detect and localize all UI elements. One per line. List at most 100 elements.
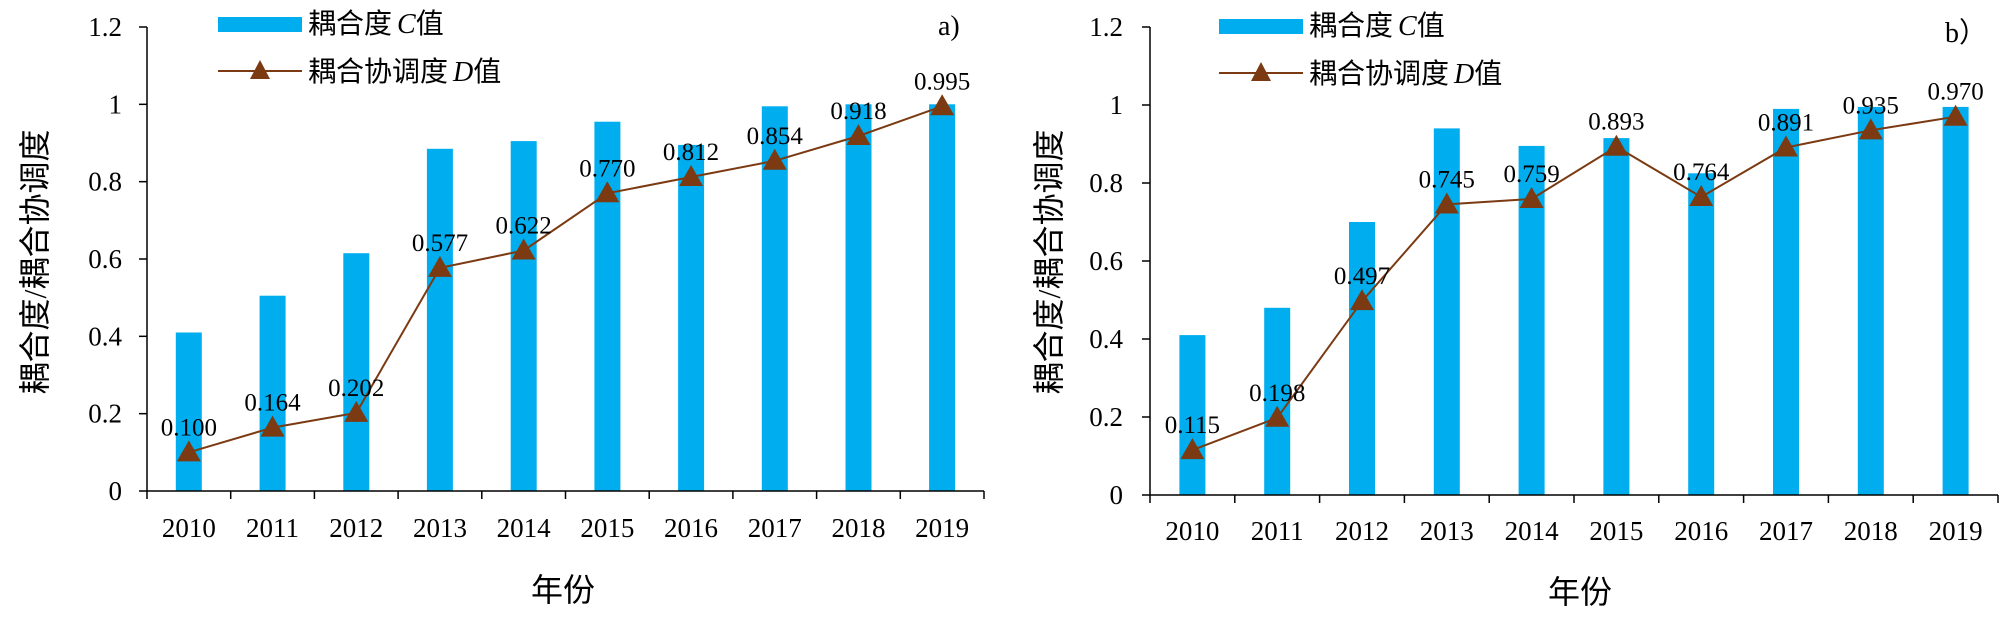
panel-b: 00.20.40.60.811.2 2010 2011 2012 2013 2014 20… xyxy=(1031,10,1999,610)
marker-2019 xyxy=(930,94,955,116)
x-tick-label: 2012 xyxy=(329,513,383,543)
panel-b-x-ticks: 2010 2011 2012 2013 2014 2015 2016 2017 2018 2019 xyxy=(1149,495,1999,546)
y-tick-label: 0.6 xyxy=(88,244,122,274)
value-label-2013: 0.577 xyxy=(412,230,468,257)
x-tick-label: 2017 xyxy=(1759,516,1813,546)
value-label-2014: 0.759 xyxy=(1503,161,1559,188)
x-tick-label: 2010 xyxy=(162,513,216,543)
x-tick-label: 2016 xyxy=(1674,516,1728,546)
marker-2017 xyxy=(762,148,787,170)
y-tick-label: 1 xyxy=(109,89,123,119)
panel-a-line-series xyxy=(188,105,943,454)
y-tick-label: 0.8 xyxy=(88,167,122,197)
x-tick-label: 2018 xyxy=(1844,516,1898,546)
bar-2011 xyxy=(1264,307,1291,495)
y-tick-label: 0.4 xyxy=(88,321,122,351)
y-tick-label: 1.2 xyxy=(88,12,122,42)
bar-2013 xyxy=(1433,128,1460,495)
panel-b-bars xyxy=(1179,106,1969,496)
panel-b-label: b） xyxy=(1945,17,1987,49)
x-tick-label: 2019 xyxy=(915,513,969,543)
value-label-2013: 0.745 xyxy=(1419,166,1475,193)
bar-2016 xyxy=(1688,173,1715,496)
panel-a-x-ticks: 2010 2011 2012 2013 2014 2015 2016 2017 2018 2019 xyxy=(146,491,985,543)
x-tick-label: 2011 xyxy=(1251,516,1304,546)
panel-b-legend-bar-label: 耦合度 C值 xyxy=(1309,10,1445,42)
x-tick-label: 2016 xyxy=(664,513,718,543)
value-label-2019: 0.970 xyxy=(1927,79,1983,106)
panel-b-legend-line-label: 耦合协调度 D值 xyxy=(1309,58,1502,90)
panel-b-value-labels: 0.115 0.198 0.497 0.745 0.759 0.893 0.764 0.891… xyxy=(1165,79,1984,439)
panel-b-legend: 耦合度 C值 耦合协调度 D值 xyxy=(1219,10,1502,90)
panel-a-legend-marker xyxy=(250,60,270,79)
marker-2017 xyxy=(1774,135,1798,157)
bar-2015 xyxy=(1603,138,1630,495)
bar-2011 xyxy=(259,295,286,491)
marker-2010 xyxy=(1180,438,1205,460)
value-label-2015: 0.893 xyxy=(1588,109,1644,136)
value-label-2017: 0.891 xyxy=(1758,110,1814,137)
bar-2017 xyxy=(761,106,788,492)
marker-2018 xyxy=(846,124,871,146)
panel-a-x-axis-title: 年份 xyxy=(531,572,595,608)
marker-2019 xyxy=(1943,104,1968,126)
y-tick-label: 0.2 xyxy=(1089,402,1123,432)
panel-b-markers xyxy=(1180,104,1968,460)
coordination-line xyxy=(1192,115,1956,452)
value-label-2011: 0.198 xyxy=(1249,380,1305,407)
bar-2012 xyxy=(1349,222,1375,495)
bar-2019 xyxy=(929,104,956,492)
panel-b-y-ticks: 0 0.2 0.4 0.6 0.8 1 1.2 xyxy=(1089,12,1150,510)
marker-2013 xyxy=(1434,192,1459,214)
y-tick-label: 0 xyxy=(1110,480,1124,510)
value-label-2019: 0.995 xyxy=(914,68,970,95)
marker-2016 xyxy=(679,165,704,187)
value-label-2010: 0.115 xyxy=(1165,412,1220,439)
panel-a: 00.20.40.60.811.2 2010 2011 2012 2013 2014 20… xyxy=(17,8,985,608)
panel-b-y-axis-title: 耦合度/耦合协调度 xyxy=(1031,130,1067,395)
value-label-2010: 0.100 xyxy=(161,414,217,441)
marker-2016 xyxy=(1689,185,1714,207)
panel-a-legend-bar-label: 耦合度 C值 xyxy=(308,8,444,40)
panel-b-x-axis-title: 年份 xyxy=(1548,574,1612,610)
x-tick-label: 2014 xyxy=(1505,516,1560,546)
x-tick-label: 2010 xyxy=(1165,516,1219,546)
bar-2016 xyxy=(678,144,705,491)
marker-2015 xyxy=(1604,134,1629,156)
y-tick-label: 0.6 xyxy=(1089,246,1123,276)
marker-2011 xyxy=(1265,405,1290,427)
x-tick-label: 2015 xyxy=(580,513,634,543)
marker-2014 xyxy=(1519,186,1544,208)
marker-2010 xyxy=(176,440,201,462)
bar-2012 xyxy=(343,253,370,491)
x-tick-label: 2018 xyxy=(831,513,885,543)
marker-2011 xyxy=(260,415,285,437)
value-label-2017: 0.854 xyxy=(747,123,804,150)
y-tick-label: 0.2 xyxy=(88,399,122,429)
marker-2012 xyxy=(344,400,369,422)
bar-2010 xyxy=(1179,335,1206,495)
marker-2012 xyxy=(1350,289,1374,311)
x-tick-label: 2017 xyxy=(748,513,802,543)
value-label-2016: 0.812 xyxy=(663,139,719,166)
bar-2019 xyxy=(1942,106,1969,496)
x-tick-label: 2013 xyxy=(1420,516,1474,546)
panel-a-legend-line-label: 耦合协调度 D值 xyxy=(308,56,501,88)
panel-b-line-series xyxy=(1192,115,1956,452)
value-label-2016: 0.764 xyxy=(1673,159,1730,186)
x-tick-label: 2011 xyxy=(246,513,299,543)
bar-2010 xyxy=(175,332,202,491)
x-tick-label: 2015 xyxy=(1589,516,1643,546)
panel-a-legend-bar-swatch xyxy=(218,17,302,32)
value-label-2012: 0.497 xyxy=(1334,263,1390,290)
value-label-2014: 0.622 xyxy=(496,212,552,239)
bar-2013 xyxy=(426,148,453,492)
panel-a-y-ticks: 0 0.2 0.4 0.6 0.8 1 1.2 xyxy=(88,12,147,506)
value-label-2012: 0.202 xyxy=(328,375,384,402)
x-tick-label: 2013 xyxy=(413,513,467,543)
panel-a-value-labels: 0.100 0.164 0.202 0.577 0.622 0.770 0.812 0.854… xyxy=(161,68,971,441)
bar-2018 xyxy=(1857,106,1884,496)
panel-a-markers xyxy=(176,94,955,462)
panel-a-y-axis-title: 耦合度/耦合协调度 xyxy=(17,130,53,395)
